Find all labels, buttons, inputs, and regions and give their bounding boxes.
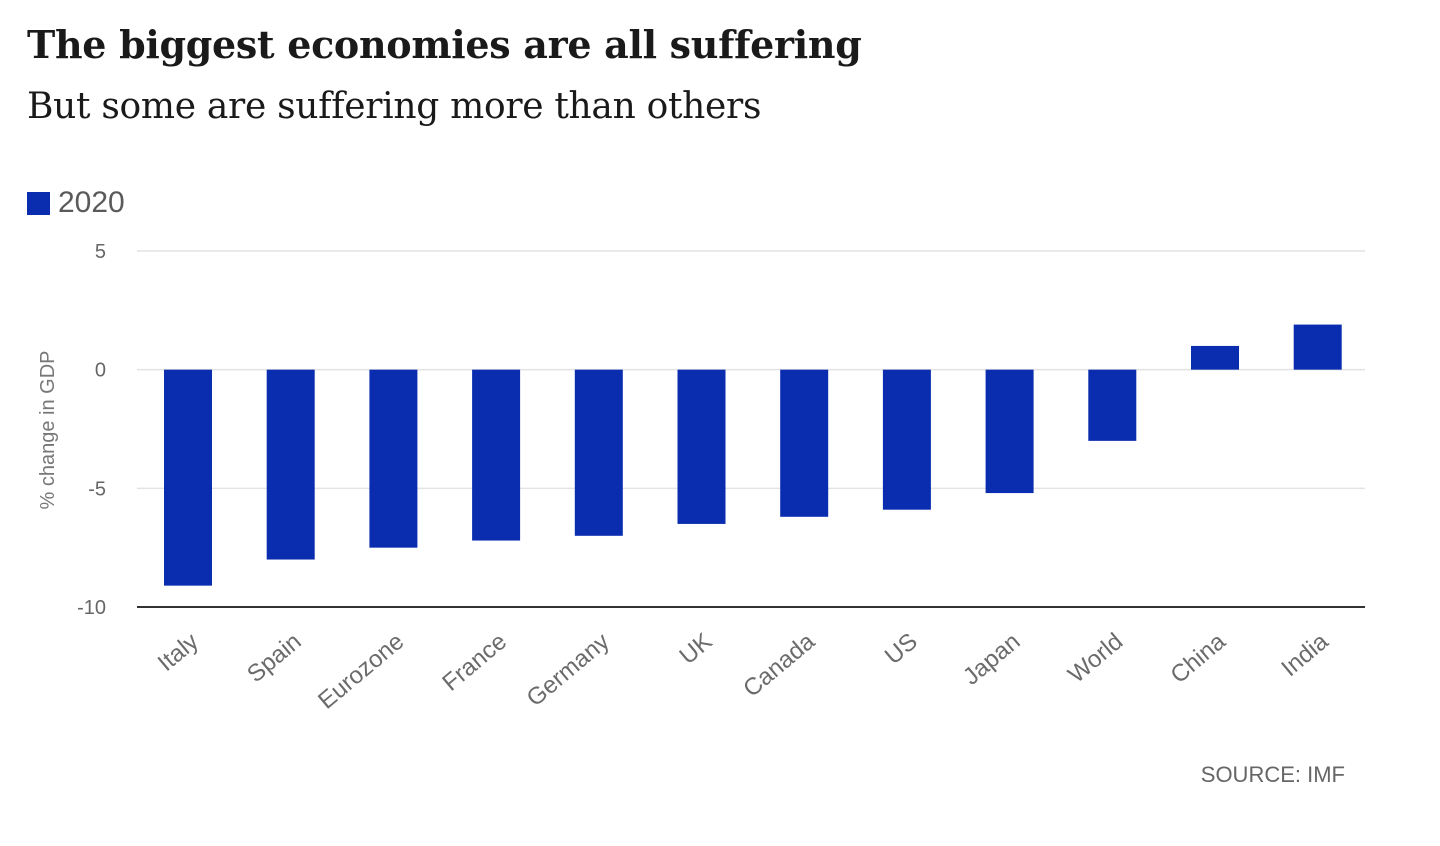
x-tick-label: Japan xyxy=(958,628,1025,691)
x-tick-label: UK xyxy=(674,628,717,670)
y-tick-label: -5 xyxy=(88,478,106,500)
bar-germany xyxy=(574,369,623,536)
x-tick-label: Spain xyxy=(242,628,306,688)
bar-canada xyxy=(780,369,829,517)
bar-world xyxy=(1088,369,1137,441)
y-tick-label: 0 xyxy=(95,360,106,382)
bar-spain xyxy=(266,369,315,560)
chart-title: The biggest economies are all suffering xyxy=(27,22,862,67)
y-tick-label: -10 xyxy=(77,597,106,619)
x-tick-label: China xyxy=(1165,628,1231,689)
bar-us xyxy=(882,369,931,510)
x-tick-label: US xyxy=(880,628,923,670)
bar-china xyxy=(1191,345,1239,370)
bar-italy xyxy=(164,369,212,586)
legend-label: 2020 xyxy=(58,186,125,219)
x-tick-label: Germany xyxy=(522,628,615,712)
bar-india xyxy=(1293,324,1342,370)
x-tick-label: World xyxy=(1063,628,1128,689)
x-tick-label: Italy xyxy=(153,628,204,677)
legend-swatch xyxy=(27,191,50,215)
x-tick-label: India xyxy=(1276,627,1334,682)
bar-japan xyxy=(985,369,1034,494)
legend: 2020 xyxy=(27,186,125,220)
bar-uk xyxy=(677,369,726,524)
x-tick-label: Canada xyxy=(738,627,820,702)
bar-eurozone xyxy=(369,369,418,548)
bar-france xyxy=(472,369,521,541)
y-axis-title: % change in GDP xyxy=(37,351,59,510)
x-tick-label: France xyxy=(437,628,512,697)
source-note: SOURCE: IMF xyxy=(1200,762,1345,787)
y-tick-label: 5 xyxy=(95,241,106,263)
chart-subtitle: But some are suffering more than others xyxy=(27,86,762,127)
x-tick-label: Eurozone xyxy=(313,628,409,715)
